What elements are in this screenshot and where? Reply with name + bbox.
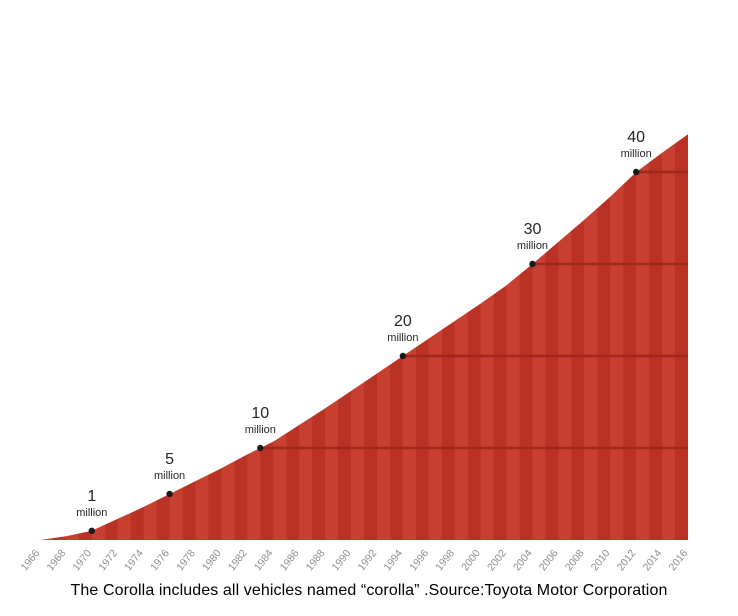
milestone-dot xyxy=(166,490,173,498)
milestone-dot xyxy=(257,444,264,452)
x-tick-label: 1968 xyxy=(44,547,68,573)
x-tick-label: 2008 xyxy=(563,547,587,573)
milestone-dot xyxy=(633,168,640,176)
x-tick-label: 1980 xyxy=(200,547,224,573)
milestone-unit: million xyxy=(517,240,548,252)
x-tick-label: 1998 xyxy=(433,547,457,573)
x-tick-label: 1994 xyxy=(381,547,405,573)
x-tick-label: 1972 xyxy=(96,547,120,573)
x-tick-label: 2002 xyxy=(485,547,509,573)
x-axis-labels: 1966 1968 1970 1972 1974 1976 1978 1980 1982 1984… xyxy=(19,547,691,573)
x-tick-label: 2010 xyxy=(589,547,613,573)
chart-caption: The Corolla includes all vehicles named … xyxy=(70,582,668,599)
x-tick-label: 2000 xyxy=(459,547,483,573)
milestone-unit: million xyxy=(621,148,652,160)
x-tick-label: 1974 xyxy=(122,547,146,573)
x-tick-label: 1988 xyxy=(304,547,328,573)
x-tick-label: 2006 xyxy=(537,547,561,573)
x-tick-label: 1990 xyxy=(330,547,354,573)
milestone-unit: million xyxy=(76,507,107,519)
x-tick-label: 1976 xyxy=(148,547,172,573)
milestone-value: 30 xyxy=(524,221,542,238)
x-tick-label: 1984 xyxy=(252,547,276,573)
x-tick-label: 1966 xyxy=(19,547,43,573)
x-tick-label: 1970 xyxy=(70,547,94,573)
milestone-unit: million xyxy=(387,332,418,344)
x-tick-label: 1978 xyxy=(174,547,198,573)
x-tick-label: 1982 xyxy=(226,547,250,573)
milestone-unit: million xyxy=(245,424,276,436)
x-tick-label: 1996 xyxy=(407,547,431,573)
milestone-value: 5 xyxy=(165,451,174,468)
milestone-dot xyxy=(88,527,96,534)
milestone-unit: million xyxy=(154,470,185,482)
milestone-dot xyxy=(399,352,407,360)
x-tick-label: 2004 xyxy=(511,547,535,573)
sales-area xyxy=(40,134,688,541)
x-tick-label: 2012 xyxy=(615,547,639,573)
x-tick-label: 2014 xyxy=(641,547,665,573)
x-tick-label: 1986 xyxy=(278,547,302,573)
milestone-value: 1 xyxy=(87,488,96,505)
milestones: 1 million 5 million 10 million 20 million 30 mill… xyxy=(76,129,652,534)
milestone-value: 20 xyxy=(394,313,412,330)
x-tick-label: 2016 xyxy=(667,547,691,573)
milestone-dot xyxy=(529,260,536,268)
milestone-value: 10 xyxy=(251,405,269,422)
milestone-value: 40 xyxy=(627,129,645,146)
x-tick-label: 1992 xyxy=(355,547,379,573)
corolla-sales-chart: 1966 1968 1970 1972 1974 1976 1978 1980 1982 1984… xyxy=(19,129,691,573)
